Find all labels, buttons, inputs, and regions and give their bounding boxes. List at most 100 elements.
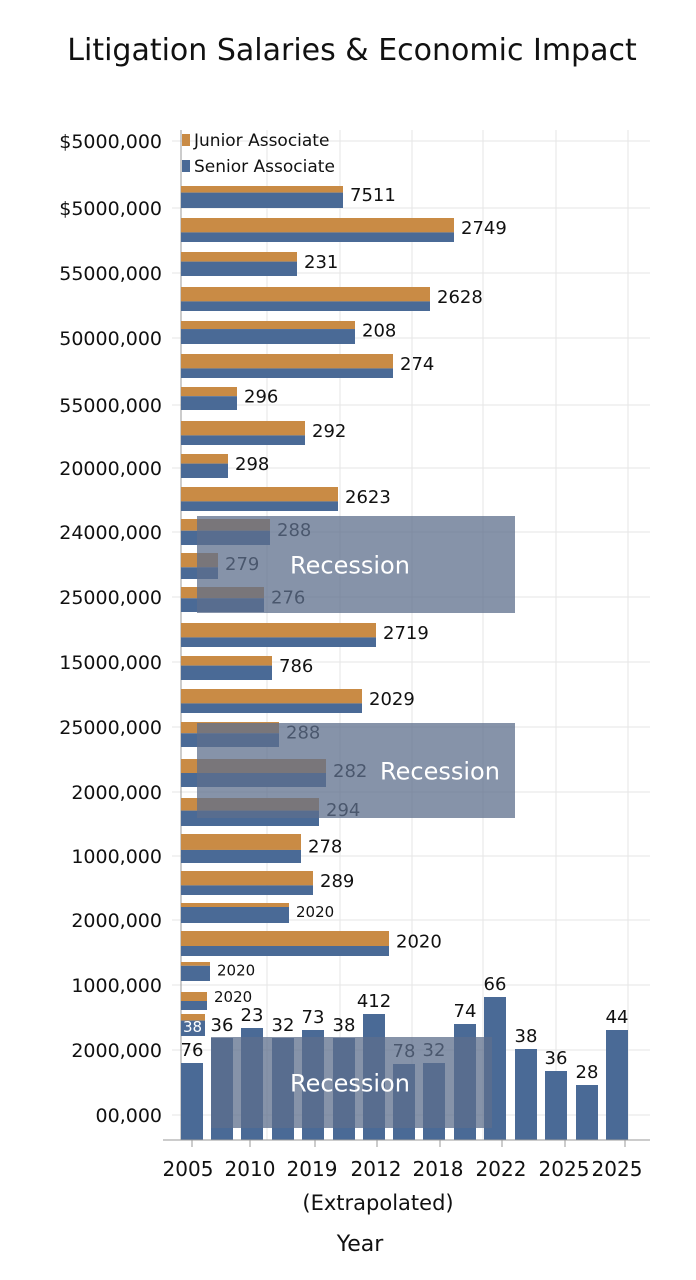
bar-value-label: 2749 — [461, 218, 507, 239]
bar-value-label: 2719 — [383, 623, 429, 644]
recession-band — [197, 516, 515, 613]
senior-bar — [181, 435, 305, 445]
bar-value-label: 2029 — [369, 689, 415, 710]
junior-bar — [181, 962, 210, 966]
y-tick-label: 2000,000 — [71, 1040, 162, 1062]
senior-bar — [181, 637, 376, 647]
senior-bar — [181, 463, 228, 478]
y-tick-label: 15000,000 — [59, 652, 162, 674]
bar-value-label: 2020 — [396, 932, 442, 953]
junior-bar — [181, 321, 355, 330]
senior-bar — [181, 329, 355, 344]
column-value-label: 66 — [484, 974, 507, 995]
junior-bar — [181, 354, 393, 369]
recession-band — [211, 1037, 492, 1128]
column-value-label: 73 — [302, 1007, 325, 1028]
y-tick-label: 1000,000 — [71, 975, 162, 997]
junior-bar — [181, 287, 430, 302]
junior-bar — [181, 903, 289, 907]
x-tick-label: 2018 — [413, 1157, 464, 1181]
column-bar — [545, 1071, 567, 1140]
column-value-label: 412 — [357, 991, 391, 1012]
bar-value-label: 208 — [362, 321, 396, 342]
y-tick-label: 2000,000 — [71, 910, 162, 932]
y-tick-label: 25000,000 — [59, 587, 162, 609]
bar-value-label: 7511 — [350, 185, 396, 206]
x-tick-label: 2025 — [592, 1157, 643, 1181]
bar-value-label: 231 — [304, 252, 338, 273]
junior-bar — [181, 689, 362, 704]
y-tick-label: 55000,000 — [59, 263, 162, 285]
bar-value-label: 298 — [235, 454, 269, 475]
x-axis-note: (Extrapolated) — [302, 1191, 453, 1215]
junior-bar — [181, 834, 301, 850]
junior-bar — [181, 656, 272, 666]
senior-bar — [181, 501, 338, 511]
senior-bar — [181, 849, 301, 863]
junior-bar — [181, 218, 454, 233]
bar-value-label: 2623 — [345, 487, 391, 508]
x-axis: 2005 2010 2019 2012 2018 2022 2025 2025 — [163, 1139, 650, 1181]
x-axis-label: Year — [336, 1232, 385, 1257]
column-bar — [606, 1030, 628, 1140]
junior-bar — [181, 454, 228, 464]
column-value-label: 36 — [545, 1048, 568, 1069]
y-tick-label: 2000,000 — [71, 782, 162, 804]
y-tick-label: 24000,000 — [59, 522, 162, 544]
senior-bar — [181, 368, 393, 378]
y-tick-label: 50000,000 — [59, 328, 162, 350]
bar-value-label: 2020 — [217, 962, 255, 980]
legend-swatch — [182, 160, 190, 172]
senior-bar — [181, 192, 343, 208]
y-axis: $5000,000 $5000,000 55000,000 50000,000 5500… — [59, 130, 182, 1140]
x-tick-label: 2025 — [539, 1157, 590, 1181]
y-tick-label: $5000,000 — [59, 198, 162, 220]
column-value-label: 28 — [576, 1062, 599, 1083]
y-tick-label: 55000,000 — [59, 395, 162, 417]
senior-bar — [181, 703, 362, 713]
junior-bar — [181, 871, 313, 886]
junior-bar — [181, 421, 305, 436]
x-tick-label: 2005 — [163, 1157, 214, 1181]
recession-band — [197, 723, 515, 818]
y-tick-label: 00,000 — [96, 1105, 162, 1127]
recession-label: Recession — [290, 1070, 410, 1098]
junior-bar — [181, 623, 376, 638]
column-value-label: 44 — [606, 1007, 629, 1028]
junior-bar — [181, 992, 207, 1001]
recession-overlays: Recession Recession Recession — [197, 516, 515, 1128]
legend: Junior Associate Senior Associate — [182, 131, 335, 177]
bar-value-label: 278 — [308, 837, 342, 858]
junior-bar — [181, 387, 237, 397]
senior-bar — [181, 1001, 207, 1010]
legend-swatch — [182, 134, 190, 146]
recession-label: Recession — [380, 758, 500, 786]
bar-value-label: 292 — [312, 421, 346, 442]
x-tick-label: 2019 — [287, 1157, 338, 1181]
bar-value-label: 2628 — [437, 287, 483, 308]
legend-label: Senior Associate — [194, 157, 335, 177]
column-value-label: 38 — [515, 1026, 538, 1047]
y-tick-label: 25000,000 — [59, 717, 162, 739]
bar-value-label: 2020 — [296, 903, 334, 921]
x-tick-label: 2022 — [476, 1157, 527, 1181]
column-value-label: 36 — [211, 1015, 234, 1036]
x-tick-label: 2012 — [351, 1157, 402, 1181]
column-bar — [181, 1063, 203, 1140]
junior-bar — [181, 931, 389, 946]
column-value-label: 74 — [454, 1001, 477, 1022]
column-value-label: 76 — [181, 1040, 204, 1061]
bar-value-label: 289 — [320, 871, 354, 892]
column-bar — [515, 1049, 537, 1140]
senior-bar — [181, 907, 289, 923]
senior-bar — [181, 301, 430, 311]
junior-bar — [181, 252, 297, 262]
senior-bar — [181, 885, 313, 895]
recession-label: Recession — [290, 552, 410, 580]
junior-bar — [181, 186, 343, 193]
senior-bar — [181, 261, 297, 276]
senior-bar — [181, 946, 389, 956]
bar-value-label: 786 — [279, 656, 313, 677]
senior-bar — [181, 396, 237, 410]
